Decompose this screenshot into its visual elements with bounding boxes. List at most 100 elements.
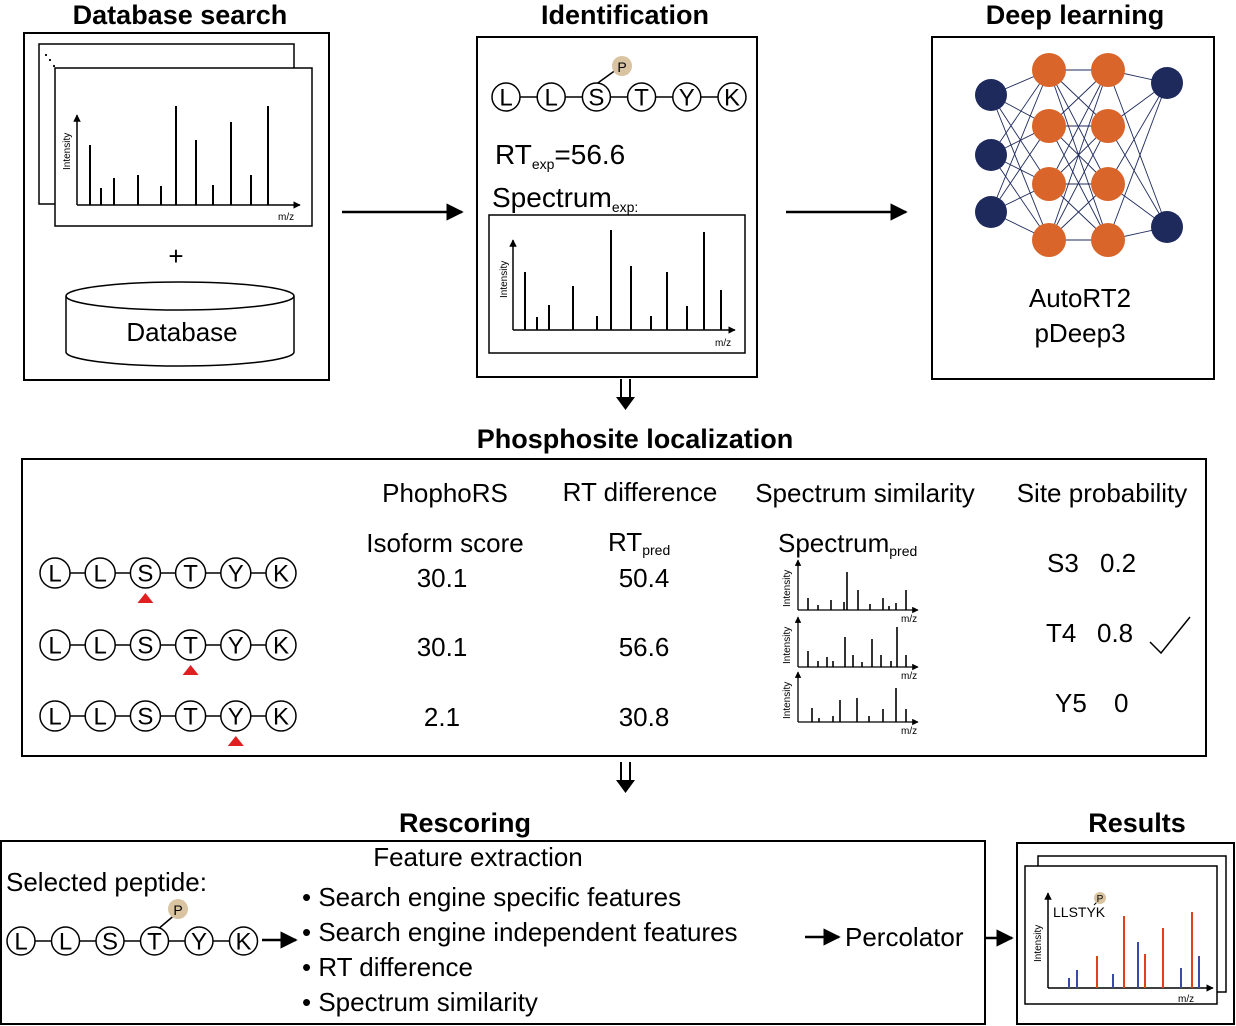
exp-axis-y: Intensity (499, 261, 510, 298)
residue-L: L (84, 700, 116, 732)
residue-L: L (491, 82, 521, 112)
results-axis-x: m/z (1178, 994, 1194, 1005)
header-spectrum-similarity: Spectrum similarity (755, 478, 975, 508)
results-axis-y: Intensity (1033, 925, 1044, 962)
svg-text:K: K (273, 704, 289, 731)
site-row-3: Y5 (1055, 688, 1087, 718)
database-label: Database (126, 317, 237, 347)
svg-text:T: T (147, 929, 162, 956)
hidden-node (1091, 223, 1125, 257)
rt-pred-row-2: 56.6 (619, 632, 670, 662)
rt-pred-label: RTpred (608, 527, 670, 558)
database-cylinder: Database (65, 281, 295, 367)
residue-T: T (139, 926, 170, 956)
residue-L: L (536, 82, 566, 112)
residue-S: S (581, 82, 612, 112)
header-rt-difference: RT difference (563, 477, 718, 507)
residue-S: S (129, 557, 162, 589)
hidden-node (1091, 167, 1125, 201)
rt-pred-row-3: 30.8 (619, 702, 670, 732)
svg-text:P: P (617, 59, 626, 75)
model-pdeep3: pDeep3 (1034, 318, 1125, 348)
header-phophors: PhophoRS (382, 478, 508, 508)
hidden-node (1032, 109, 1066, 143)
ellipsis-dots (44, 53, 56, 68)
svg-text:T: T (183, 633, 198, 660)
hidden-node (1032, 53, 1066, 87)
feature-3: • RT difference (302, 952, 473, 982)
database-search-panel: Database search Intensity m/z + Database (23, 0, 330, 381)
mini-axis-y: Intensity (782, 682, 793, 719)
rescoring-panel: Rescoring Feature extraction Selected pe… (0, 808, 986, 1025)
svg-text:L: L (94, 561, 107, 588)
identification-title: Identification (541, 0, 709, 30)
residue-L: L (50, 926, 81, 956)
residue-T: T (174, 629, 207, 661)
svg-text:L: L (48, 704, 61, 731)
residue-L: L (39, 700, 71, 732)
isoform-score-label: Isoform score (366, 528, 524, 558)
svg-text:Y: Y (191, 929, 207, 956)
svg-text:P: P (173, 902, 182, 918)
svg-text:K: K (724, 85, 740, 112)
identification-peptide: P L L S T Y K (491, 56, 747, 112)
svg-text:T: T (183, 704, 198, 731)
hidden-node (1032, 223, 1066, 257)
mini-axis-y: Intensity (782, 570, 793, 607)
deep-learning-panel: Deep learning AutoRT2 pDeep3 (931, 0, 1215, 380)
spectrum-exp-label: Spectrumexp: (492, 182, 638, 215)
exp-axis-x: m/z (715, 338, 731, 349)
input-output-node (1151, 211, 1183, 243)
residue-T: T (626, 82, 657, 112)
svg-text:L: L (94, 633, 107, 660)
mini-axis-x: m/z (901, 614, 917, 625)
site-marker-triangle (137, 593, 154, 603)
residue-K: K (717, 82, 747, 112)
identification-panel: Identification P L L S T Y K RTexp=56.6 Spect… (476, 0, 758, 378)
phosphosite-panel: Phosphosite localization PhophoRS RT dif… (21, 424, 1207, 757)
predicted-spectrum-3: Intensity m/z (782, 671, 919, 737)
down-arrow-2 (616, 762, 635, 793)
residue-Y: Y (220, 700, 252, 732)
feature-extraction-title: Feature extraction (373, 842, 583, 872)
feature-2: • Search engine independent features (302, 917, 738, 947)
annotated-spectrum: Intensity m/z LLSTYK P (1033, 892, 1214, 1005)
database-search-title: Database search (73, 0, 288, 30)
residue-L: L (39, 557, 71, 589)
hidden-node (1091, 53, 1125, 87)
deep-learning-title: Deep learning (986, 0, 1165, 30)
selected-peptide-label: Selected peptide: (6, 867, 207, 897)
svg-text:L: L (94, 704, 107, 731)
site-marker-triangle (182, 665, 199, 675)
svg-text:L: L (48, 633, 61, 660)
svg-text:Y: Y (679, 85, 695, 112)
residue-Y: Y (184, 926, 214, 956)
selected-peptide: P L L S T Y K (6, 899, 259, 956)
svg-text:L: L (59, 929, 72, 956)
db-axis-x: m/z (278, 212, 294, 223)
svg-text:T: T (634, 85, 649, 112)
neural-network (975, 53, 1183, 257)
site-row-2: T4 (1046, 618, 1076, 648)
residue-Y: Y (220, 629, 252, 661)
isoform-score-row-1: 30.1 (417, 563, 468, 593)
residue-S: S (129, 629, 162, 661)
site-row-1: S3 (1047, 548, 1079, 578)
feature-4: • Spectrum similarity (302, 987, 538, 1017)
svg-text:P: P (1097, 894, 1104, 905)
svg-text:L: L (545, 85, 558, 112)
prob-row-3: 0 (1114, 688, 1128, 718)
residue-Y: Y (672, 82, 702, 112)
residue-T: T (174, 557, 207, 589)
svg-text:S: S (588, 85, 604, 112)
phosphosite-title: Phosphosite localization (477, 424, 794, 454)
input-output-node (1151, 67, 1183, 99)
residue-K: K (265, 557, 297, 589)
model-autort2: AutoRT2 (1029, 283, 1131, 313)
residue-L: L (84, 557, 116, 589)
header-site-probability: Site probability (1017, 478, 1188, 508)
mini-axis-y: Intensity (782, 627, 793, 664)
plus-sign: + (168, 241, 183, 271)
